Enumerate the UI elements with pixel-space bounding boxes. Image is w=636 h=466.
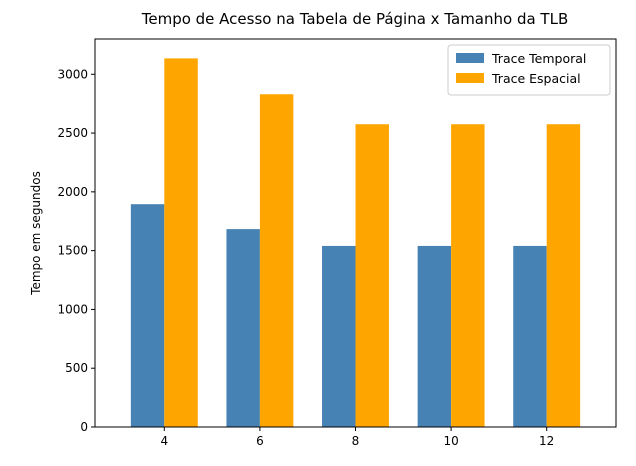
legend-swatch: [456, 73, 484, 83]
bar-trace-temporal-12: [513, 245, 547, 427]
plot-frame: [94, 38, 617, 428]
legend-label: Trace Temporal: [491, 51, 586, 66]
y-tick-label: 500: [65, 361, 88, 375]
x-tick-label: 8: [352, 434, 360, 448]
bar-trace-temporal-6: [226, 229, 260, 427]
chart-title: Tempo de Acesso na Tabela de Página x Ta…: [141, 10, 569, 28]
bar-trace-espacial-6: [259, 94, 294, 427]
bar-trace-temporal-10: [417, 245, 452, 427]
y-tick-label: 0: [80, 420, 88, 434]
x-tick-label: 4: [160, 434, 168, 448]
y-axis-label: Tempo em segundos: [29, 171, 43, 296]
legend-box: [447, 44, 611, 96]
y-tick-label: 2000: [57, 185, 88, 199]
x-tick-label: 10: [443, 434, 458, 448]
legend-swatch: [456, 53, 484, 63]
y-tick-label: 2500: [57, 126, 88, 140]
y-tick-label: 1500: [57, 244, 88, 258]
legend: Trace Temporal Trace Espacial: [447, 44, 611, 96]
bar-trace-temporal-4: [130, 204, 165, 427]
legend-label: Trace Espacial: [491, 71, 581, 86]
x-tick-label: 12: [539, 434, 554, 448]
bar-trace-espacial-8: [355, 124, 389, 427]
x-tick-label: 6: [256, 434, 264, 448]
y-tick-label: 3000: [57, 67, 88, 81]
bar-trace-temporal-8: [322, 245, 356, 427]
bar-trace-espacial-10: [451, 124, 485, 427]
bar-trace-espacial-12: [546, 124, 581, 427]
bar-trace-espacial-4: [164, 58, 198, 428]
y-tick-label: 1000: [57, 302, 88, 316]
